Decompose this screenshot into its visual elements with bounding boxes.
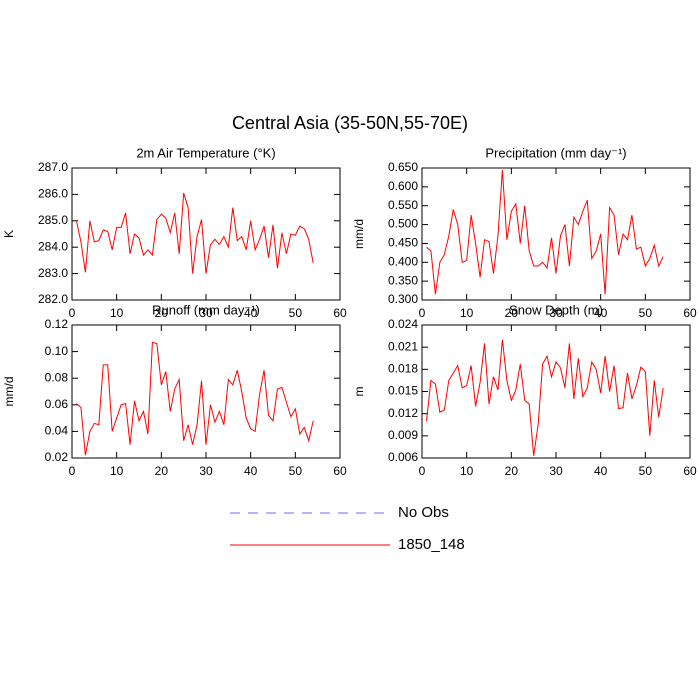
figure-title: Central Asia (35-50N,55-70E) (232, 113, 468, 133)
y-tick-label: 0.009 (388, 428, 418, 442)
y-tick-label: 0.12 (45, 317, 69, 331)
x-tick-label: 40 (594, 306, 608, 320)
y-tick-label: 0.02 (45, 450, 69, 464)
y-tick-label: 0.450 (388, 236, 418, 250)
x-tick-label: 10 (110, 464, 124, 478)
plot-frame (71, 324, 341, 459)
y-tick-label: 0.08 (45, 370, 69, 384)
y-tick-label: 286.0 (38, 187, 68, 201)
y-tick-label: 0.600 (388, 179, 418, 193)
y-tick-label: 0.650 (388, 160, 418, 174)
x-tick-label: 20 (155, 306, 169, 320)
x-tick-label: 40 (244, 464, 258, 478)
x-tick-label: 20 (505, 464, 519, 478)
x-tick-label: 0 (69, 464, 76, 478)
plot-frame (421, 167, 691, 301)
x-tick-label: 60 (333, 306, 347, 320)
x-tick-label: 40 (594, 464, 608, 478)
x-tick-label: 20 (155, 464, 169, 478)
x-tick-label: 60 (683, 464, 697, 478)
y-tick-label: 282.0 (38, 292, 68, 306)
x-tick-label: 50 (289, 306, 303, 320)
y-tick-label: 0.021 (388, 339, 418, 353)
panel-title: Runoff (mm day⁻¹) (152, 302, 260, 317)
x-tick-label: 0 (419, 464, 426, 478)
plot-frame (71, 167, 341, 301)
panel-title: Precipitation (mm day⁻¹) (485, 145, 626, 160)
data-line (426, 169, 664, 295)
data-line (76, 341, 314, 456)
y-axis-label: m (352, 387, 366, 397)
y-tick-label: 0.500 (388, 217, 418, 231)
x-tick-label: 0 (69, 306, 76, 320)
y-tick-label: 283.0 (38, 266, 68, 280)
y-tick-label: 0.300 (388, 292, 418, 306)
y-axis-label: mm/d (2, 377, 16, 407)
y-tick-label: 0.006 (388, 450, 418, 464)
y-tick-label: 0.400 (388, 254, 418, 268)
x-tick-label: 50 (639, 306, 653, 320)
y-tick-label: 0.015 (388, 384, 418, 398)
y-tick-label: 0.04 (45, 424, 69, 438)
y-tick-label: 287.0 (38, 160, 68, 174)
panel-title: 2m Air Temperature (°K) (136, 145, 275, 160)
y-tick-label: 0.012 (388, 406, 418, 420)
x-tick-label: 10 (110, 306, 124, 320)
x-tick-label: 30 (199, 464, 213, 478)
data-line (75, 192, 314, 274)
y-tick-label: 0.06 (45, 397, 69, 411)
x-tick-label: 40 (244, 306, 258, 320)
x-tick-label: 10 (460, 306, 474, 320)
legend-label: 1850_148 (398, 536, 465, 553)
plot-frame (421, 324, 691, 459)
y-axis-label: K (2, 230, 16, 238)
y-tick-label: 0.10 (45, 344, 69, 358)
x-tick-label: 60 (683, 306, 697, 320)
y-tick-label: 0.024 (388, 317, 418, 331)
x-tick-label: 50 (639, 464, 653, 478)
y-tick-label: 0.350 (388, 273, 418, 287)
x-tick-label: 60 (333, 464, 347, 478)
x-tick-label: 30 (549, 464, 563, 478)
x-tick-label: 30 (199, 306, 213, 320)
x-tick-label: 30 (549, 306, 563, 320)
x-tick-label: 10 (460, 464, 474, 478)
y-tick-label: 284.0 (38, 239, 68, 253)
data-line (425, 339, 664, 456)
x-tick-label: 20 (505, 306, 519, 320)
panel-title: Snow Depth (m) (509, 302, 603, 317)
y-tick-label: 285.0 (38, 213, 68, 227)
legend-label: No Obs (398, 504, 449, 521)
x-tick-label: 0 (419, 306, 426, 320)
y-tick-label: 0.550 (388, 198, 418, 212)
y-tick-label: 0.018 (388, 362, 418, 376)
x-tick-label: 50 (289, 464, 303, 478)
y-axis-label: mm/d (352, 219, 366, 249)
